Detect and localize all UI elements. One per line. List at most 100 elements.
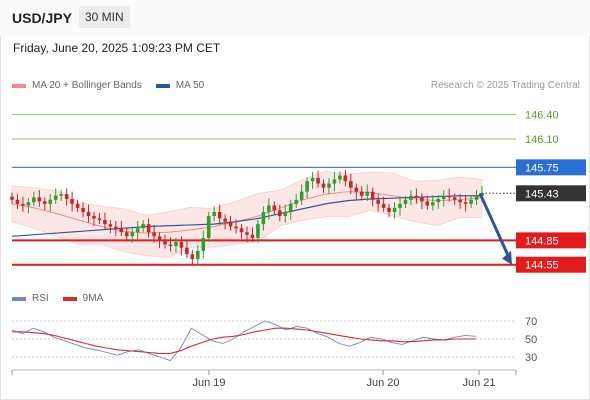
candle-body bbox=[321, 183, 326, 188]
candle-body bbox=[119, 228, 124, 233]
candle-body bbox=[414, 195, 419, 198]
candle-body bbox=[387, 207, 391, 212]
candle-body bbox=[228, 221, 233, 227]
rsi-line bbox=[11, 320, 477, 362]
candle-body bbox=[37, 197, 42, 202]
chart-header: USD/JPY 30 MIN bbox=[0, 0, 590, 36]
candle-body bbox=[135, 228, 140, 233]
candle-body bbox=[261, 211, 266, 225]
candle-body bbox=[32, 197, 36, 203]
candle-body bbox=[250, 234, 255, 238]
rsi-tick-label: 50 bbox=[525, 334, 537, 346]
candle-body bbox=[403, 199, 408, 204]
candle-body bbox=[425, 201, 430, 206]
candle-body bbox=[447, 195, 452, 198]
candle-body bbox=[283, 211, 288, 217]
candle-body bbox=[206, 216, 211, 238]
candle-body bbox=[376, 199, 380, 204]
candle-body bbox=[316, 177, 320, 184]
candle-body bbox=[310, 177, 315, 182]
candle-body bbox=[463, 202, 468, 204]
candle-body bbox=[299, 191, 304, 200]
candle-body bbox=[26, 202, 31, 206]
support-tag-144-55 bbox=[516, 256, 586, 273]
candle-body bbox=[441, 195, 446, 199]
candle-body bbox=[436, 198, 441, 203]
candle-body bbox=[81, 207, 85, 212]
candles-group bbox=[10, 169, 484, 266]
support-label-144-85: 144.85 bbox=[525, 235, 559, 247]
candle-body bbox=[114, 226, 118, 229]
candle-body bbox=[130, 232, 135, 237]
candle-body bbox=[245, 232, 249, 235]
candle-body bbox=[10, 196, 14, 200]
x-tick-label: Jun 20 bbox=[366, 377, 399, 389]
candle-body bbox=[223, 218, 227, 222]
candle-body bbox=[469, 199, 473, 204]
candle-body bbox=[53, 195, 58, 200]
candle-body bbox=[15, 199, 20, 204]
candle-body bbox=[179, 241, 184, 248]
candle-body bbox=[288, 203, 293, 212]
candle-body bbox=[146, 224, 151, 233]
candle-body bbox=[294, 199, 298, 204]
rsi-legend-label: RSI bbox=[32, 293, 49, 304]
candle-body bbox=[103, 220, 107, 225]
rsi-legend: RSI 9MA bbox=[12, 293, 103, 304]
candle-body bbox=[332, 179, 337, 184]
candle-body bbox=[381, 203, 386, 208]
candle-body bbox=[277, 210, 282, 217]
candle-body bbox=[168, 244, 173, 247]
candle-body bbox=[185, 247, 189, 255]
rsi-ma-legend-swatch bbox=[62, 296, 77, 301]
last-price-label: 145.43 bbox=[525, 188, 559, 200]
rsi-ma-legend-label: 9MA bbox=[82, 293, 104, 304]
candle-body bbox=[354, 187, 359, 192]
rsi-legend-swatch bbox=[12, 296, 26, 301]
x-tick-label: Jun 21 bbox=[462, 377, 495, 389]
candle-body bbox=[256, 224, 260, 238]
candle-body bbox=[272, 205, 277, 211]
ma50-line bbox=[11, 195, 482, 237]
ma20-legend-swatch bbox=[12, 83, 26, 88]
candle-body bbox=[452, 197, 457, 200]
symbol-label: USD/JPY bbox=[12, 10, 72, 26]
candle-body bbox=[409, 195, 413, 200]
ma50-legend-label: MA 50 bbox=[175, 80, 205, 91]
candle-body bbox=[234, 226, 238, 229]
candle-body bbox=[70, 198, 74, 204]
candle-body bbox=[359, 191, 364, 196]
bollinger-band bbox=[11, 170, 483, 258]
rsi-tick-label: 70 bbox=[525, 316, 537, 328]
support-tag-144-85 bbox=[516, 232, 586, 249]
candle-body bbox=[59, 194, 63, 196]
candle-body bbox=[474, 195, 479, 200]
candle-body bbox=[343, 175, 348, 182]
candle-body bbox=[196, 250, 200, 260]
candle-body bbox=[48, 199, 53, 204]
candle-body bbox=[239, 228, 244, 233]
candle-body bbox=[174, 241, 178, 247]
candle-body bbox=[267, 205, 271, 212]
candle-body bbox=[349, 181, 353, 188]
candle-body bbox=[108, 224, 113, 227]
candle-body bbox=[370, 191, 375, 200]
candle-body bbox=[217, 211, 222, 219]
rsi-tick-label: 30 bbox=[525, 352, 537, 364]
candle-body bbox=[21, 203, 25, 206]
timeframe-selector[interactable]: 30 MIN bbox=[79, 6, 130, 28]
rsi-ma-line bbox=[12, 327, 476, 354]
credit-text: Research © 2025 Trading Central bbox=[430, 80, 580, 91]
timestamp: Friday, June 20, 2025 1:09:23 PM CET bbox=[13, 41, 221, 55]
candle-body bbox=[458, 199, 462, 203]
candle-body bbox=[420, 197, 424, 202]
last-price-tag bbox=[516, 185, 586, 202]
candle-body bbox=[398, 203, 402, 208]
candle-body bbox=[190, 254, 195, 260]
ma50-legend-swatch bbox=[155, 83, 170, 88]
ma20-legend-label: MA 20 + Bollinger Bands bbox=[32, 80, 142, 91]
candle-body bbox=[64, 194, 69, 199]
support-label-144-55: 144.55 bbox=[525, 260, 559, 272]
target-label-146-10: 146.10 bbox=[525, 134, 559, 146]
